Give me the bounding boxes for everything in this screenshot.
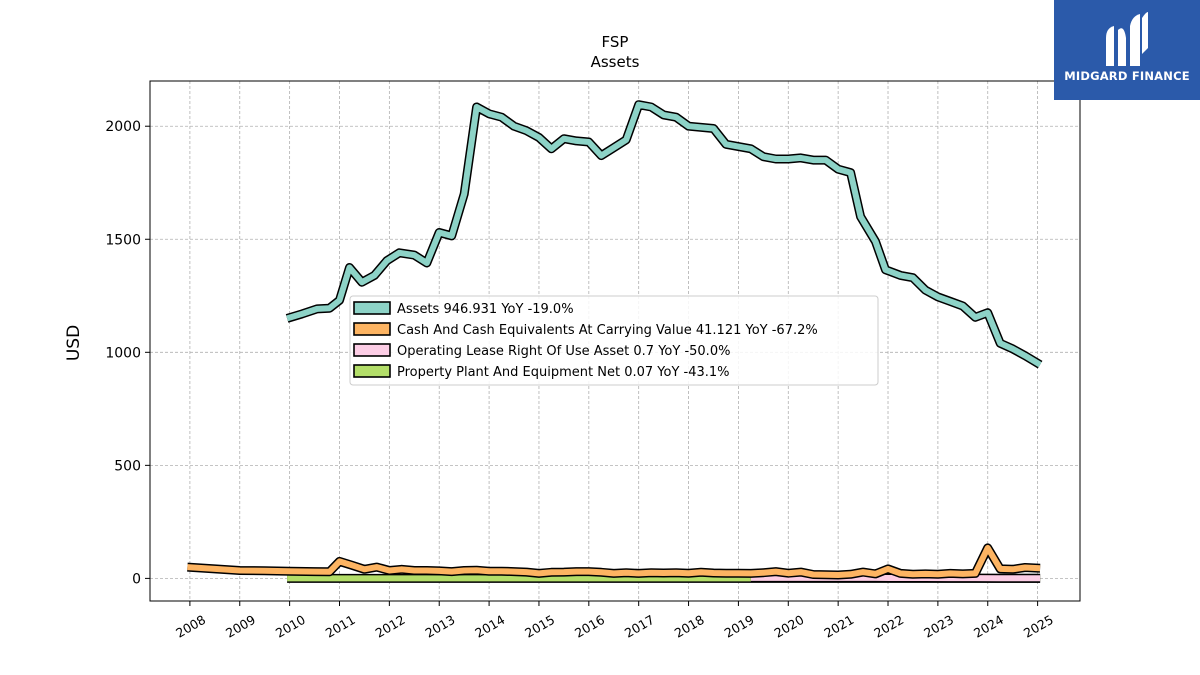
series-lines <box>187 100 1043 583</box>
x-tick-label: 2013 <box>422 612 457 641</box>
x-tick-label: 2011 <box>323 612 358 641</box>
y-tick-label: 1500 <box>105 232 141 248</box>
x-tick-label: 2022 <box>871 612 906 641</box>
x-tick-label: 2025 <box>1021 612 1056 641</box>
x-tick-label: 2020 <box>772 612 807 641</box>
y-tick-label: 500 <box>114 458 141 474</box>
chart-subtitle: Assets <box>591 53 640 71</box>
x-tick-label: 2021 <box>821 612 856 641</box>
y-tick-label: 0 <box>132 571 141 587</box>
x-tick-label: 2017 <box>622 612 657 641</box>
x-tick-label: 2016 <box>572 612 607 641</box>
x-tick-label: 2014 <box>472 612 507 641</box>
legend: Assets 946.931 YoY -19.0% Cash And Cash E… <box>349 295 879 386</box>
series-cash-and-cash-equivalents-at-carrying-value <box>187 543 1041 580</box>
legend-label: Property Plant And Equipment Net 0.07 Yo… <box>397 365 730 380</box>
legend-label: Cash And Cash Equivalents At Carrying Va… <box>397 323 818 338</box>
legend-label: Operating Lease Right Of Use Asset 0.7 Y… <box>397 344 730 359</box>
x-tick-label: 2008 <box>173 612 208 641</box>
x-tick-label: 2018 <box>672 612 707 641</box>
y-tick-label: 2000 <box>105 119 141 135</box>
x-tick-label: 2015 <box>522 612 557 641</box>
series-assets <box>285 100 1043 369</box>
chart-title: FSP <box>602 33 629 51</box>
x-tick-label: 2024 <box>971 612 1006 641</box>
legend-swatch <box>353 322 391 336</box>
legend-label: Assets 946.931 YoY -19.0% <box>397 302 574 317</box>
legend-swatch <box>353 301 391 315</box>
plot-frame <box>149 80 1081 602</box>
midgard-logo-icon <box>1106 12 1148 66</box>
legend-swatch <box>353 343 391 357</box>
logo-text: MIDGARD FINANCE <box>1064 69 1190 83</box>
x-tick-label: 2019 <box>722 612 757 641</box>
series-line <box>286 101 1042 368</box>
legend-box <box>349 295 879 386</box>
legend-swatch <box>353 364 391 378</box>
x-tick-label: 2012 <box>373 612 408 641</box>
x-tick-label: 2023 <box>921 612 956 641</box>
midgard-finance-logo: MIDGARD FINANCE <box>1054 0 1200 100</box>
y-tick-label: 1000 <box>105 345 141 361</box>
series-line <box>187 544 1041 578</box>
x-tick-label: 2010 <box>273 612 308 641</box>
x-tick-label: 2009 <box>223 612 258 641</box>
y-axis-label: USD <box>64 325 84 361</box>
